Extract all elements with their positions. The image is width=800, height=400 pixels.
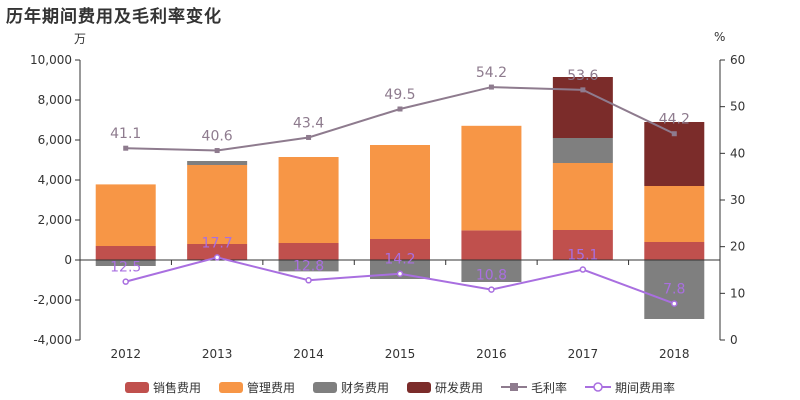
legend-label-gross-margin: 毛利率 xyxy=(531,380,568,395)
right-axis-tick-label: 50 xyxy=(730,100,745,114)
bar-segment xyxy=(95,246,156,260)
chart-title: 历年期间费用及毛利率变化 xyxy=(6,7,222,27)
line-data-label: 49.5 xyxy=(384,87,415,103)
legend-item-sales[interactable]: 销售费用 xyxy=(124,378,201,396)
line-marker xyxy=(213,254,221,261)
line-marker xyxy=(397,106,403,112)
left-axis-tick-label: 6,000 xyxy=(38,133,72,147)
bar-segment xyxy=(644,260,705,319)
right-axis-tick-label: 0 xyxy=(730,333,738,347)
line-marker xyxy=(580,87,586,93)
left-axis-tick-label: 8,000 xyxy=(38,93,72,107)
left-axis-tick-label: 0 xyxy=(64,253,72,267)
line-marker xyxy=(214,148,220,154)
x-axis-tick-label: 2015 xyxy=(385,347,416,361)
right-axis-tick-label: 20 xyxy=(730,240,745,254)
line-data-label: 17.7 xyxy=(202,235,233,251)
legend-item-expense-rate[interactable]: 期间费用率 xyxy=(585,378,675,396)
line-marker xyxy=(579,266,587,273)
bar-segment xyxy=(95,184,156,246)
bar-segment xyxy=(278,243,339,260)
left-axis-tick-label: -4,000 xyxy=(33,333,72,347)
legend-item-rnd[interactable]: 研发费用 xyxy=(407,378,483,396)
bar-segment xyxy=(370,239,430,260)
left-axis-tick-label: -2,000 xyxy=(33,293,72,307)
x-axis-tick-label: 2013 xyxy=(202,347,233,361)
bar-segment xyxy=(187,161,248,165)
line-marker xyxy=(488,84,494,90)
legend-swatch-sales xyxy=(124,381,149,393)
legend-item-gross-margin[interactable]: 毛利率 xyxy=(501,378,567,396)
x-axis-tick-label: 2012 xyxy=(110,347,141,361)
legend-swatch-admin xyxy=(218,381,243,393)
legend-circle-marker-icon xyxy=(585,382,612,392)
left-axis-tick-label: 10,000 xyxy=(30,53,72,67)
right-axis-tick-label: 10 xyxy=(730,286,745,300)
legend-swatch-rnd xyxy=(407,381,431,393)
bar-segment xyxy=(461,260,522,282)
x-axis-tick-label: 2017 xyxy=(568,347,599,361)
x-axis-tick-label: 2018 xyxy=(659,347,690,361)
legend-item-finance[interactable]: 财务费用 xyxy=(312,378,389,396)
legend-swatch-finance xyxy=(312,381,337,393)
line-data-label: 7.8 xyxy=(663,282,685,298)
bar-segment xyxy=(461,125,522,231)
legend-label-rnd: 研发费用 xyxy=(435,380,484,395)
line-marker xyxy=(305,277,312,284)
bar-segment xyxy=(552,77,613,138)
bar-segment xyxy=(644,242,705,260)
line-data-label: 44.2 xyxy=(659,112,690,128)
right-axis-unit: % xyxy=(714,30,726,44)
line-data-label: 41.1 xyxy=(110,126,141,142)
legend-label-finance: 财务费用 xyxy=(340,380,389,395)
bar-segment xyxy=(278,157,339,243)
line-data-label: 15.1 xyxy=(567,248,598,264)
legend-label-admin: 管理费用 xyxy=(246,380,295,395)
line-data-label: 12.8 xyxy=(293,258,324,274)
left-axis-tick-label: 4,000 xyxy=(38,173,72,187)
line-data-label: 10.8 xyxy=(476,268,507,284)
line-data-label: 40.6 xyxy=(202,129,233,145)
bar-segment xyxy=(552,138,613,163)
bar-segment xyxy=(552,163,613,230)
bar-segment xyxy=(644,186,705,242)
line-marker xyxy=(396,270,404,277)
line-marker xyxy=(123,145,129,151)
line-marker xyxy=(671,131,677,137)
legend-item-admin[interactable]: 管理费用 xyxy=(218,378,295,396)
bar-segment xyxy=(95,260,156,266)
legend-label-sales: 销售费用 xyxy=(152,380,201,395)
line-data-label: 12.5 xyxy=(110,260,141,276)
legend-label-expense-rate: 期间费用率 xyxy=(615,380,676,395)
bar-segment xyxy=(461,230,522,260)
bar-segment xyxy=(370,145,430,239)
right-axis-tick-label: 60 xyxy=(730,53,745,67)
bar-segment xyxy=(187,244,248,260)
x-axis-tick-label: 2016 xyxy=(476,347,507,361)
legend-square-marker-icon xyxy=(501,383,528,391)
line-marker xyxy=(306,134,312,140)
line-data-label: 54.2 xyxy=(476,65,507,81)
x-axis-tick-label: 2014 xyxy=(293,347,324,361)
line-marker xyxy=(488,286,495,293)
left-axis-tick-label: 2,000 xyxy=(38,213,72,227)
bar-segment xyxy=(278,260,339,272)
right-axis-tick-label: 30 xyxy=(730,193,745,207)
line-marker xyxy=(671,300,678,307)
bar-segment xyxy=(552,230,613,260)
line-data-label: 14.2 xyxy=(384,252,415,268)
right-axis-tick-label: 40 xyxy=(730,146,745,160)
line-data-label: 53.6 xyxy=(567,68,598,84)
bar-segment xyxy=(187,165,248,244)
left-axis-unit: 万 xyxy=(74,32,87,46)
legend: 销售费用 管理费用 财务费用 研发费用 毛利率 期间费用率 xyxy=(0,378,800,396)
line-marker xyxy=(122,278,129,285)
line-data-label: 43.4 xyxy=(293,115,324,131)
